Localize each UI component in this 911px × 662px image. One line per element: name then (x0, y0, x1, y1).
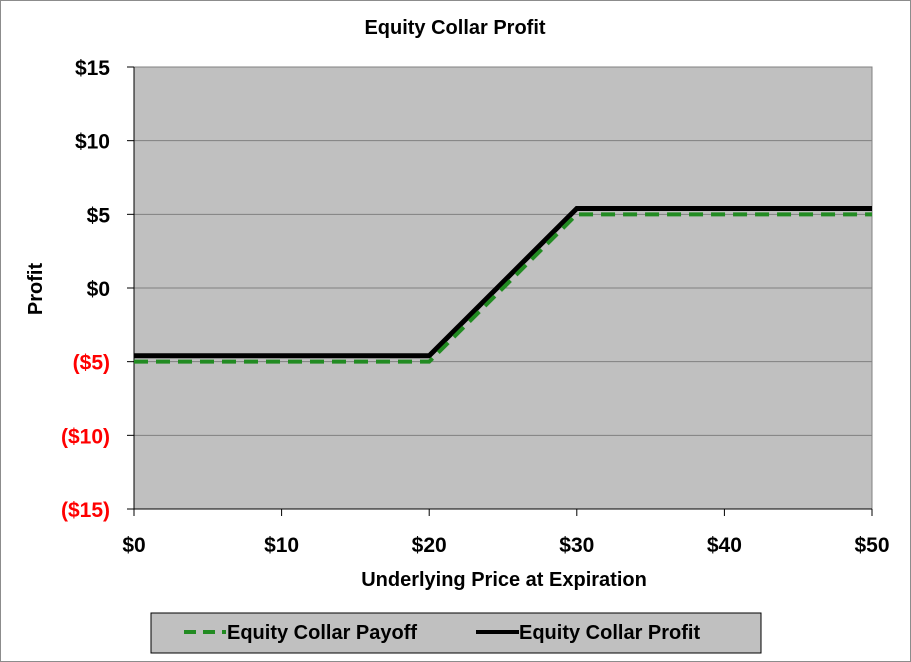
y-tick-label: $15 (75, 57, 110, 80)
series-line-profit (134, 205, 872, 359)
x-tick-labels: $0 $10 $20 $30 $40 $50 (122, 534, 889, 557)
x-tick-label: $40 (707, 534, 742, 557)
series-lines (134, 205, 872, 364)
y-tick-label: ($15) (61, 499, 110, 522)
y-tick-label: ($10) (61, 425, 110, 448)
y-tick-label: ($5) (73, 352, 110, 375)
legend-label-profit: Equity Collar Profit (519, 622, 700, 644)
x-axis-label: Underlying Price at Expiration (361, 569, 647, 591)
legend-box (150, 612, 762, 654)
x-tick-label: $20 (412, 534, 447, 557)
y-tick-labels: $15 $10 $5 $0 ($5) ($10) ($15) (61, 57, 110, 522)
x-tick-label: $0 (122, 534, 145, 557)
x-tick-label: $50 (854, 534, 889, 557)
series-line-payoff (134, 212, 872, 364)
y-tick-label: $0 (87, 278, 110, 301)
y-tick-label: $10 (75, 131, 110, 154)
axes (127, 66, 873, 516)
y-tick-label: $5 (87, 204, 111, 227)
x-tick-label: $10 (264, 534, 299, 557)
x-tick-label: $30 (559, 534, 594, 557)
y-axis-label: Profit (25, 263, 47, 316)
chart-title: Equity Collar Profit (364, 17, 545, 39)
legend: Equity Collar Payoff Equity Collar Profi… (150, 612, 762, 654)
legend-label-payoff: Equity Collar Payoff (227, 622, 417, 644)
